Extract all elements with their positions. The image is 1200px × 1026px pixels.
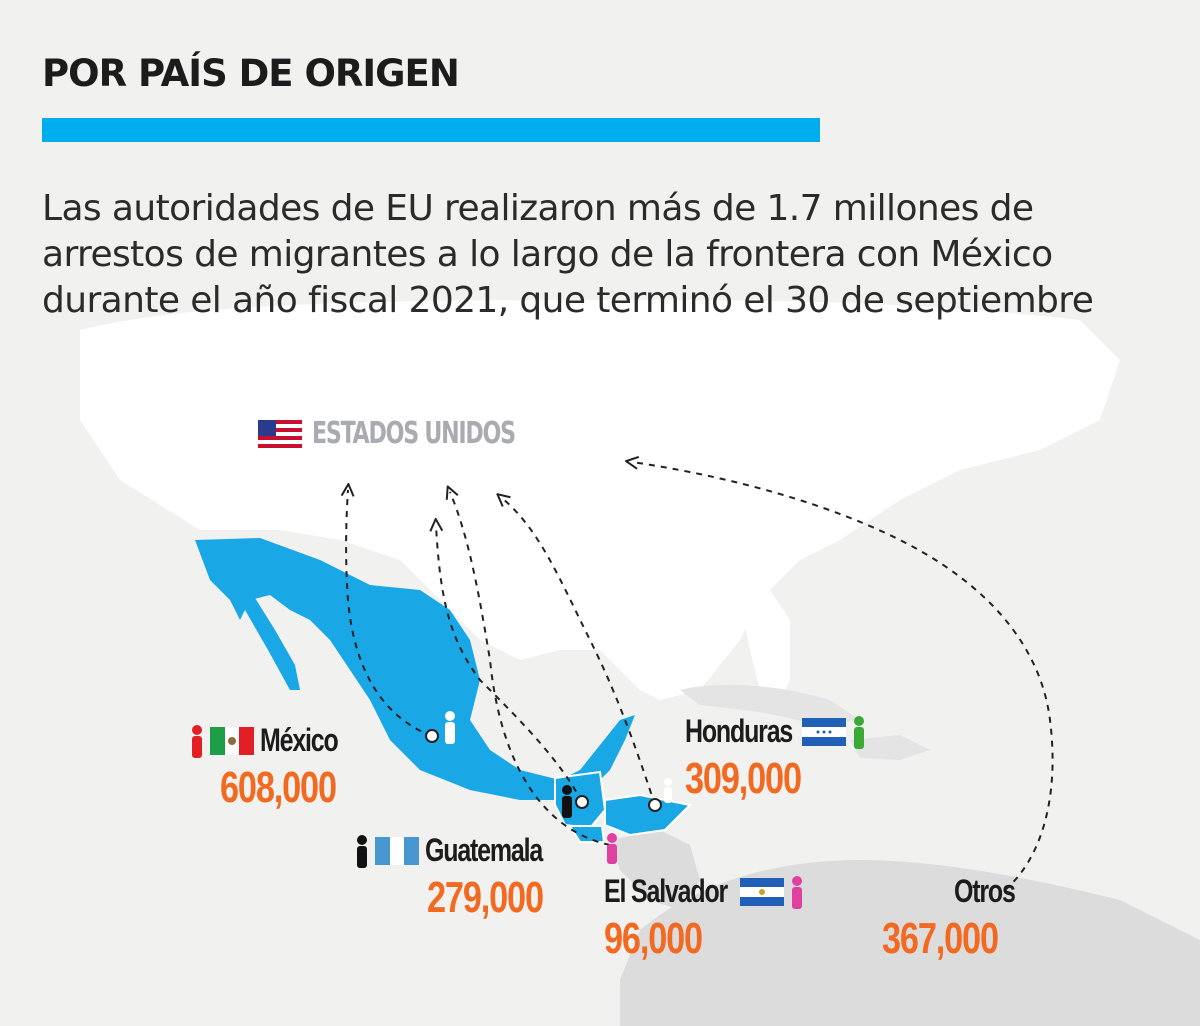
origin-value: 367,000: [882, 914, 999, 963]
origin-value: 309,000: [685, 754, 802, 803]
guatemala-flag-icon: [375, 836, 419, 865]
subtitle: Las autoridades de EU realizaron más de …: [42, 188, 1094, 321]
mexico-marker: [425, 729, 439, 743]
route-mexico: [346, 490, 433, 737]
baja-california: [215, 545, 300, 690]
origin-name: El Salvador: [604, 873, 728, 909]
honduras-flag-icon: [802, 717, 847, 746]
person-icon-black: [357, 834, 367, 868]
origin-name: Honduras: [685, 713, 793, 749]
hispaniola-island: [850, 735, 930, 760]
mexico-person-icon: [445, 711, 455, 744]
origin-mexico: México 608,000: [190, 722, 369, 813]
page-title: POR PAÍS DE ORIGEN: [42, 52, 460, 95]
central-america-south: [610, 830, 700, 910]
origin-guatemala: Guatemala 279,000: [355, 832, 576, 923]
person-icon-green: [854, 715, 865, 749]
mexico-country: [195, 538, 635, 800]
route-honduras: [502, 498, 656, 806]
origin-value: 608,000: [220, 763, 337, 812]
cuba-island: [680, 684, 860, 725]
us-flag-icon: [258, 419, 302, 448]
elsalvador-person-icon: [607, 833, 617, 864]
florida-landmass: [740, 590, 790, 700]
origin-name: México: [260, 722, 339, 758]
person-icon-red: [192, 724, 202, 758]
person-icon-pink: [791, 875, 802, 909]
origin-value: 96,000: [604, 914, 703, 963]
origin-name: Guatemala: [425, 832, 543, 868]
origin-otros: Otros 367,000: [882, 873, 1032, 964]
honduras-marker: [648, 798, 662, 812]
route-otros: [632, 462, 1054, 891]
guatemala-marker: [575, 795, 589, 809]
origin-value: 279,000: [427, 873, 544, 922]
el-salvador-flag-icon: [739, 877, 784, 906]
origin-name: Otros: [954, 873, 1016, 909]
origin-honduras: Honduras 309,000: [685, 713, 866, 804]
guatemala-person-icon: [562, 785, 572, 818]
north-america-landmass: [80, 300, 1120, 700]
el-salvador-country: [568, 825, 606, 843]
honduras-country: [604, 793, 693, 837]
route-elsalvador: [450, 492, 611, 846]
destination-label: ESTADOS UNIDOS: [258, 416, 559, 451]
route-guatemala: [436, 525, 583, 803]
mexico-flag-icon: [210, 726, 254, 755]
destination-name: ESTADOS UNIDOS: [312, 416, 516, 451]
honduras-person-icon: [664, 778, 672, 803]
origin-el-salvador: El Salvador 96,000: [604, 873, 804, 964]
title-underline: [42, 118, 820, 142]
